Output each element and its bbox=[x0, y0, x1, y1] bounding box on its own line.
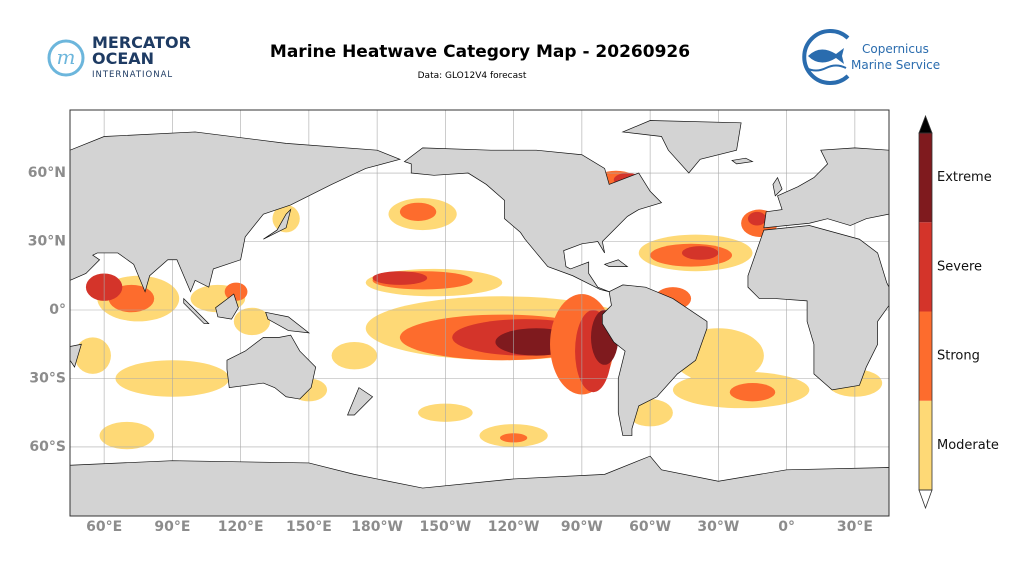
lon-label: 30°E bbox=[837, 519, 873, 535]
heatwave-patch bbox=[372, 271, 428, 285]
logo-text: INTERNATIONAL bbox=[92, 70, 173, 80]
legend-label: Moderate bbox=[937, 438, 999, 453]
landmass bbox=[763, 147, 889, 229]
lon-label: 60°E bbox=[86, 519, 122, 535]
heatwave-patch bbox=[99, 421, 155, 450]
logo-text: OCEAN bbox=[92, 49, 154, 68]
heatwave-patch bbox=[747, 211, 767, 226]
legend-label: Severe bbox=[937, 259, 982, 274]
colorbar-segment bbox=[919, 222, 932, 312]
landmass bbox=[747, 225, 889, 391]
logo-text: Copernicus bbox=[862, 42, 929, 56]
subtitle: Data: GLO12V4 forecast bbox=[418, 71, 527, 81]
landmass bbox=[403, 147, 663, 293]
landmass bbox=[263, 208, 292, 240]
mercator-logo: m MERCATOR OCEAN INTERNATIONAL bbox=[47, 33, 191, 80]
lon-label: 120°W bbox=[488, 519, 540, 535]
svg-text:m: m bbox=[57, 45, 76, 69]
lon-label: 180°W bbox=[351, 519, 403, 535]
landmass bbox=[215, 293, 239, 320]
landmass bbox=[621, 120, 742, 174]
landmass bbox=[70, 343, 82, 368]
lon-label: 60°W bbox=[629, 519, 671, 535]
legend-label: Strong bbox=[937, 349, 980, 364]
lat-label: 60°S bbox=[29, 439, 66, 455]
colorbar-segment bbox=[919, 133, 932, 223]
heatwave-patch bbox=[74, 337, 111, 374]
lon-label: 0° bbox=[778, 519, 795, 535]
landmass bbox=[183, 297, 210, 325]
landmass bbox=[265, 311, 311, 334]
lat-label: 60°N bbox=[28, 165, 66, 181]
heatwave-patch bbox=[681, 246, 719, 260]
landmass bbox=[603, 259, 629, 267]
lon-label: 120°E bbox=[218, 519, 264, 535]
colorbar-extend-bottom bbox=[918, 489, 933, 510]
landmass bbox=[70, 131, 401, 293]
landmass bbox=[347, 387, 374, 416]
ticks: 60°N 30°N 0° 30°S 60°S 60°E 90°E 120°E 150°E 180°… bbox=[28, 165, 873, 535]
copernicus-logo: Copernicus Marine Service bbox=[802, 29, 940, 85]
land bbox=[70, 120, 889, 516]
lat-label: 30°N bbox=[28, 234, 66, 250]
colorbar-extend-top bbox=[918, 114, 933, 134]
lat-label: 30°S bbox=[29, 370, 66, 386]
colorbar-segment bbox=[919, 400, 932, 490]
heatwave-patch bbox=[399, 202, 437, 221]
lon-label: 90°W bbox=[561, 519, 603, 535]
title: Marine Heatwave Category Map - 20260926 bbox=[270, 42, 690, 62]
lon-label: 90°E bbox=[154, 519, 190, 535]
colorbar-segment bbox=[919, 311, 932, 401]
lon-label: 150°W bbox=[420, 519, 472, 535]
colorbar-frame bbox=[918, 132, 933, 491]
logo-text: MERCATOR bbox=[92, 33, 191, 52]
landmass bbox=[731, 157, 754, 165]
lon-label: 30°W bbox=[697, 519, 739, 535]
landmass bbox=[70, 455, 889, 516]
colorbar: Moderate Strong Severe Extreme bbox=[918, 114, 999, 510]
landmass bbox=[601, 284, 708, 436]
landmass bbox=[226, 334, 317, 400]
map-frame bbox=[69, 109, 890, 517]
heatwave-patch bbox=[729, 383, 776, 402]
heatwave-areas bbox=[74, 159, 885, 450]
landmass bbox=[772, 176, 783, 197]
legend-label: Extreme bbox=[937, 170, 992, 185]
heatwave-patch bbox=[233, 307, 271, 336]
heatwave-patch bbox=[331, 341, 378, 370]
logo-text: Marine Service bbox=[851, 58, 940, 72]
lat-label: 0° bbox=[49, 302, 66, 318]
lon-label: 150°E bbox=[286, 519, 332, 535]
